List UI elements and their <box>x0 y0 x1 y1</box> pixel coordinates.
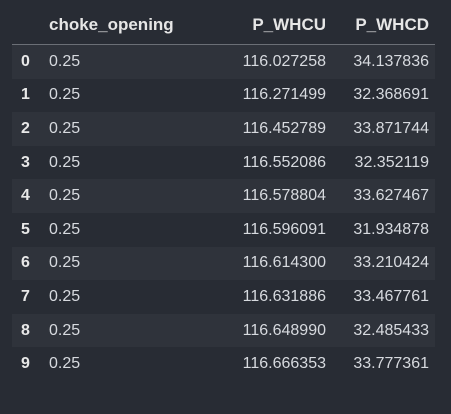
cell-choke-opening: 0.25 <box>49 321 81 339</box>
table-row: 6 0.25 116.614300 33.210424 <box>12 246 435 281</box>
cell-choke-opening: 0.25 <box>49 187 81 205</box>
table-row: 0 0.25 116.027258 34.137836 <box>12 44 435 79</box>
cell-p-whcd: 33.210424 <box>353 254 429 272</box>
cell-p-whcd: 33.871744 <box>353 119 429 137</box>
dataframe-table: choke_opening P_WHCU P_WHCD 0 0.25 116.027… <box>12 6 435 381</box>
row-index: 8 <box>21 321 30 339</box>
cell-choke-opening: 0.25 <box>49 254 81 272</box>
cell-choke-opening: 0.25 <box>49 119 81 137</box>
table-body: 0 0.25 116.027258 34.137836 1 0.25 116.271499 3… <box>12 44 435 381</box>
cell-choke-opening: 0.25 <box>49 86 81 104</box>
cell-p-whcd: 33.627467 <box>353 187 429 205</box>
cell-p-whcu: 116.027258 <box>242 52 326 70</box>
row-index: 7 <box>21 287 30 305</box>
cell-p-whcd: 32.352119 <box>354 153 429 171</box>
row-index: 4 <box>21 187 30 205</box>
cell-choke-opening: 0.25 <box>49 153 81 171</box>
cell-choke-opening: 0.25 <box>49 287 81 305</box>
table-row: 2 0.25 116.452789 33.871744 <box>12 112 435 146</box>
table-row: 1 0.25 116.271499 32.368691 <box>12 78 435 113</box>
row-index: 3 <box>21 153 30 171</box>
cell-p-whcd: 33.777361 <box>353 355 429 373</box>
table-header: choke_opening P_WHCU P_WHCD <box>12 6 435 45</box>
cell-p-whcu: 116.552086 <box>242 153 326 171</box>
cell-p-whcu: 116.271499 <box>242 86 326 104</box>
row-index: 0 <box>21 52 30 70</box>
index-column-header <box>12 6 44 45</box>
cell-p-whcu: 116.648990 <box>242 321 326 339</box>
column-header-p-whcu: P_WHCU <box>214 6 332 45</box>
cell-p-whcu: 116.578804 <box>242 187 326 205</box>
cell-p-whcu: 116.614300 <box>242 254 326 272</box>
cell-choke-opening: 0.25 <box>49 355 81 373</box>
table-row: 7 0.25 116.631886 33.467761 <box>12 280 435 314</box>
cell-p-whcd: 32.368691 <box>353 86 429 104</box>
row-index: 1 <box>21 86 30 104</box>
table-row: 5 0.25 116.596091 31.934878 <box>12 212 435 247</box>
column-header-choke-opening: choke_opening <box>44 6 214 45</box>
row-index: 6 <box>21 254 30 272</box>
cell-p-whcu: 116.452789 <box>242 119 326 137</box>
column-header-p-whcd: P_WHCD <box>332 6 435 45</box>
row-index: 2 <box>21 119 30 137</box>
table-row: 9 0.25 116.666353 33.777361 <box>12 347 435 381</box>
row-index: 9 <box>21 355 30 373</box>
cell-p-whcd: 33.467761 <box>353 287 429 305</box>
cell-choke-opening: 0.25 <box>49 52 81 70</box>
row-index: 5 <box>21 220 30 238</box>
cell-p-whcd: 34.137836 <box>353 52 429 70</box>
table-row: 8 0.25 116.648990 32.485433 <box>12 313 435 348</box>
cell-p-whcd: 32.485433 <box>353 321 429 339</box>
cell-p-whcu: 116.666353 <box>242 355 326 373</box>
table-row: 4 0.25 116.578804 33.627467 <box>12 179 435 213</box>
header-row: choke_opening P_WHCU P_WHCD <box>12 6 435 45</box>
cell-choke-opening: 0.25 <box>49 220 81 238</box>
cell-p-whcd: 31.934878 <box>353 220 429 238</box>
table-row: 3 0.25 116.552086 32.352119 <box>12 145 435 180</box>
cell-p-whcu: 116.631886 <box>242 287 326 305</box>
cell-p-whcu: 116.596091 <box>242 220 326 238</box>
